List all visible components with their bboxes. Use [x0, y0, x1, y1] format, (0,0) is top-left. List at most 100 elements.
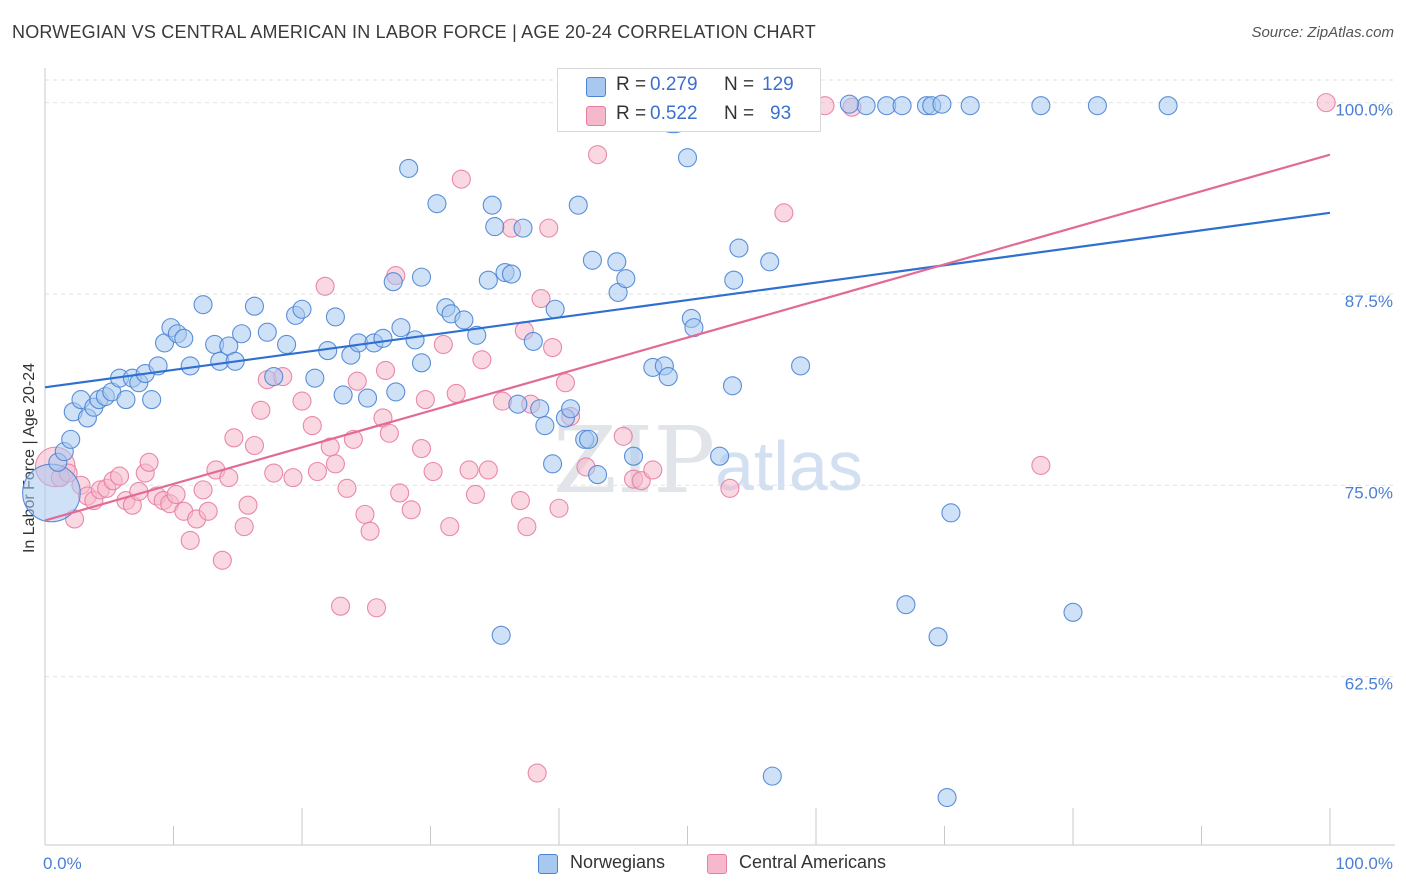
point-central-americans [411, 439, 432, 459]
point-norwegians [357, 388, 378, 408]
point-central-americans [446, 383, 466, 403]
point-central-americans [238, 495, 258, 515]
point-norwegians [710, 446, 730, 466]
point-central-americans [549, 498, 569, 518]
point-norwegians [292, 299, 312, 319]
legend-row-norwegians: R = 0.279 N = 129 [558, 71, 820, 101]
bottom-legend-label: Central Americans [739, 852, 887, 872]
point-central-americans [531, 288, 551, 309]
stats-legend: R = 0.279 N = 129 R = 0.522 N = 93 [557, 68, 821, 132]
point-norwegians [501, 264, 522, 284]
point-norwegians [928, 627, 948, 647]
legend-n-label: N = [724, 74, 755, 95]
legend-swatch-norwegians [586, 77, 606, 97]
point-central-americans [774, 203, 794, 223]
point-norwegians [932, 94, 952, 114]
point-norwegians [485, 217, 505, 237]
trend-line-central-americans [44, 153, 1331, 522]
point-norwegians [722, 376, 743, 396]
point-norwegians [454, 310, 474, 330]
watermark: ZIP atlas [553, 407, 863, 514]
point-norwegians [411, 267, 432, 287]
bottom-legend-swatch-central-americans [707, 854, 727, 874]
y-tick-label: 100.0% [1335, 101, 1393, 120]
point-norwegians [244, 296, 265, 316]
point-norwegians [579, 429, 599, 449]
point-central-americans [109, 466, 130, 486]
point-norwegians [513, 218, 533, 238]
point-norwegians [257, 322, 277, 342]
point-norwegians [264, 367, 284, 387]
point-norwegians [399, 158, 419, 178]
point-central-americans [198, 501, 218, 521]
watermark-atlas: atlas [715, 427, 863, 505]
point-norwegians [760, 252, 780, 272]
point-central-americans [613, 426, 633, 446]
point-central-americans [212, 550, 232, 570]
point-central-americans [166, 484, 186, 505]
point-central-americans [1031, 455, 1051, 475]
point-norwegians [607, 252, 627, 272]
y-tick-label: 75.0% [1345, 483, 1393, 502]
point-norwegians [325, 307, 345, 327]
legend-r-label: R = [616, 103, 647, 124]
point-norwegians [467, 325, 487, 345]
point-norwegians [791, 356, 811, 376]
point-central-americans [251, 400, 271, 420]
legend-swatch-central-americans [586, 106, 606, 126]
point-central-americans [465, 484, 486, 505]
tick-labels: 62.5% 75.0% 87.5% 100.0% 0.0% 100.0% [43, 101, 1393, 873]
point-norwegians [937, 787, 957, 808]
point-central-americans [139, 452, 159, 472]
point-central-americans [451, 169, 471, 189]
point-norwegians [543, 454, 563, 474]
point-norwegians [61, 429, 81, 449]
point-norwegians [568, 195, 588, 215]
point-central-americans [510, 491, 531, 511]
point-norwegians [116, 390, 136, 410]
y-tick-label: 87.5% [1345, 292, 1393, 311]
data-points [22, 78, 1336, 808]
point-norwegians [277, 334, 297, 355]
point-central-americans [315, 276, 335, 296]
point-norwegians [405, 330, 425, 350]
point-central-americans [472, 350, 492, 370]
point-central-americans [193, 480, 213, 500]
point-central-americans [401, 500, 421, 520]
point-norwegians [896, 595, 916, 615]
point-central-americans [379, 423, 399, 443]
point-central-americans [355, 504, 375, 524]
axes [44, 68, 1395, 846]
point-central-americans [244, 435, 265, 456]
x-tick-label: 100.0% [1335, 854, 1393, 873]
x-tick-label: 0.0% [43, 854, 82, 873]
point-central-americans [325, 454, 345, 474]
bottom-legend-swatch-norwegians [538, 854, 558, 874]
point-central-americans [330, 596, 351, 616]
point-central-americans [320, 437, 340, 457]
point-central-americans [366, 598, 387, 618]
y-tick-label: 62.5% [1345, 675, 1393, 694]
point-central-americans [337, 478, 357, 498]
point-norwegians [1031, 96, 1051, 116]
point-norwegians [762, 766, 782, 786]
point-central-americans [643, 460, 663, 480]
point-central-americans [283, 468, 303, 488]
chart-title: NORWEGIAN VS CENTRAL AMERICAN IN LABOR F… [12, 22, 816, 42]
point-norwegians [677, 148, 698, 168]
point-central-americans [415, 390, 435, 410]
gridlines [45, 79, 1395, 678]
point-norwegians [482, 195, 502, 215]
point-norwegians [623, 446, 644, 466]
point-norwegians [373, 328, 393, 348]
point-central-americans [180, 530, 200, 550]
point-norwegians [305, 368, 325, 388]
point-norwegians [1158, 96, 1178, 116]
point-norwegians [960, 96, 980, 116]
point-central-americans [292, 391, 312, 411]
point-central-americans [302, 416, 322, 436]
point-central-americans [307, 461, 327, 482]
point-central-americans [219, 468, 239, 488]
trend-line-norwegians [44, 211, 1331, 389]
